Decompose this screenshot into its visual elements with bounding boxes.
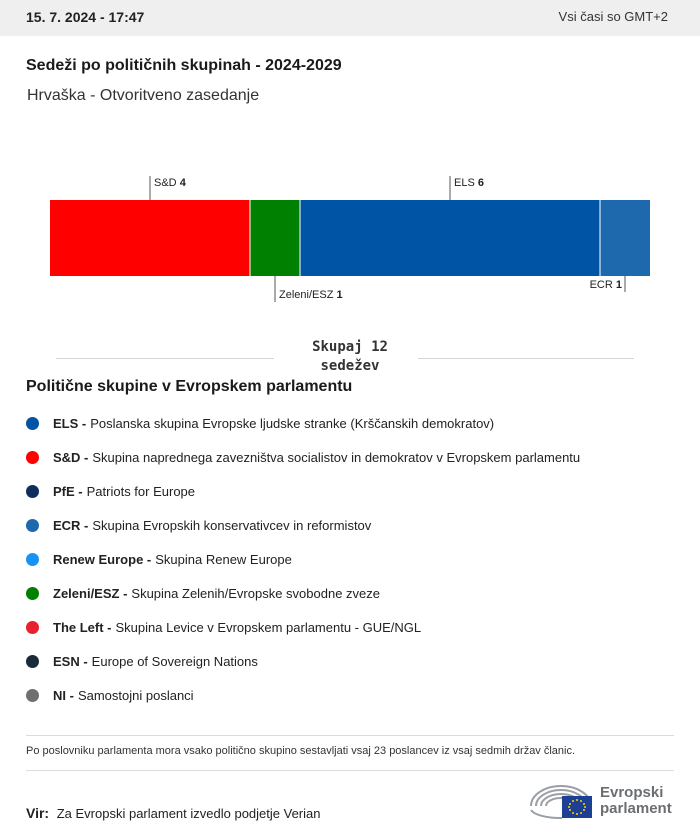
legend-abbr: Zeleni/ESZ -: [53, 585, 128, 601]
legend-item: ESN - Europe of Sovereign Nations: [26, 644, 686, 678]
legend-abbr: ESN -: [53, 653, 88, 669]
legend-item: ELS - Poslanska skupina Evropske ljudske …: [26, 406, 686, 440]
bar-segment-ecr: [600, 200, 650, 276]
legend-item: NI - Samostojni poslanci: [26, 678, 686, 712]
datetime: 15. 7. 2024 - 17:47: [26, 9, 145, 25]
segment-label: S&D 4: [154, 177, 187, 189]
segment-label-value: 1: [616, 279, 622, 291]
segment-label-value: 1: [336, 289, 342, 301]
source-line: Vir: Za Evropski parlament izvedlo podje…: [26, 805, 320, 821]
total-seats: Skupaj 12 sedežev: [0, 336, 700, 380]
ep-logo-line-1: Evropski: [600, 784, 664, 801]
chart-title: Sedeži po političnih skupinah - 2024-202…: [26, 57, 342, 74]
timezone-note: Vsi časi so GMT+2: [558, 9, 668, 24]
legend-desc: Europe of Sovereign Nations: [91, 653, 258, 669]
legend-dot-icon: [26, 552, 39, 566]
total-line-1: Skupaj 12: [312, 339, 388, 355]
legend-item: Renew Europe - Skupina Renew Europe: [26, 542, 686, 576]
legend-abbr: Renew Europe -: [53, 551, 152, 567]
divider-top: [26, 735, 674, 736]
legend-desc: Skupina Zelenih/Evropske svobodne zveze: [131, 585, 380, 601]
segment-label-name: ECR: [590, 279, 616, 291]
bar-segment-zeleni-esz: [250, 200, 300, 276]
legend-desc: Skupina Levice v Evropskem parlamentu - …: [115, 619, 422, 635]
segment-label: Zeleni/ESZ 1: [279, 289, 343, 301]
legend-dot-icon: [26, 450, 39, 464]
legend-dot-icon: [26, 416, 39, 430]
total-label: Skupaj 12 sedežev: [280, 338, 420, 376]
segment-label-name: S&D: [154, 177, 180, 189]
legend-dot-icon: [26, 688, 39, 702]
legend-desc: Skupina Renew Europe: [155, 551, 292, 567]
legend-dot-icon: [26, 654, 39, 668]
total-divider-right: [418, 358, 634, 359]
divider-bottom: [26, 770, 674, 771]
legend-desc: Samostojni poslanci: [77, 687, 194, 703]
legend-abbr: S&D -: [53, 449, 89, 465]
legend-item: Zeleni/ESZ - Skupina Zelenih/Evropske svo…: [26, 576, 686, 610]
segment-label-name: Zeleni/ESZ: [279, 289, 336, 301]
legend-desc: Poslanska skupina Evropske ljudske stran…: [90, 415, 495, 431]
seats-bar-chart: S&D 4 Zeleni/ESZ 1 ELS 6 ECR 1: [50, 176, 650, 302]
segment-label-value: 6: [478, 177, 484, 189]
legend-item: S&D - Skupina naprednega zavezništva soci…: [26, 440, 686, 474]
segment-label-name: ELS: [454, 177, 478, 189]
bar-segment-els: [300, 200, 600, 276]
legend-item: The Left - Skupina Levice v Evropskem par…: [26, 610, 686, 644]
segment-label: ECR 1: [590, 279, 622, 291]
source-label: Vir:: [26, 805, 50, 821]
source-text: Za Evropski parlament izvedlo podjetje V…: [56, 806, 321, 821]
ep-logo: Evropski parlament: [528, 780, 678, 822]
segment-label-value: 4: [180, 177, 187, 189]
european-parliament-logo-icon: [530, 785, 592, 820]
legend-item: ECR - Skupina Evropskih konservativcev in…: [26, 508, 686, 542]
legend-abbr: PfE -: [53, 483, 83, 499]
legend-desc: Patriots for Europe: [86, 483, 196, 499]
total-divider-left: [56, 358, 274, 359]
ep-logo-text: Evropski parlament: [600, 785, 672, 817]
legend-desc: Skupina Evropskih konservativcev in refo…: [92, 517, 372, 533]
legend-abbr: The Left -: [53, 619, 112, 635]
legend-abbr: ELS -: [53, 415, 87, 431]
legend-abbr: NI -: [53, 687, 74, 703]
legend-dot-icon: [26, 620, 39, 634]
legend-abbr: ECR -: [53, 517, 89, 533]
legend-item: PfE - Patriots for Europe: [26, 474, 686, 508]
total-line-2: sedežev: [320, 358, 380, 374]
legend-dot-icon: [26, 586, 39, 600]
legend-dot-icon: [26, 484, 39, 498]
legend-title: Politične skupine v Evropskem parlamentu: [26, 378, 353, 395]
top-bar: 15. 7. 2024 - 17:47 Vsi časi so GMT+2: [0, 0, 700, 36]
legend-desc: Skupina naprednega zavezništva socialist…: [92, 449, 581, 465]
bar-segment-s-d: [50, 200, 250, 276]
chart-subtitle: Hrvaška - Otvoritveno zasedanje: [27, 87, 260, 104]
ep-logo-line-2: parlament: [600, 800, 672, 817]
legend-list: ELS - Poslanska skupina Evropske ljudske …: [26, 406, 686, 712]
legend-dot-icon: [26, 518, 39, 532]
segment-label: ELS 6: [454, 177, 484, 189]
footnote: Po poslovniku parlamenta mora vsako poli…: [26, 745, 576, 757]
